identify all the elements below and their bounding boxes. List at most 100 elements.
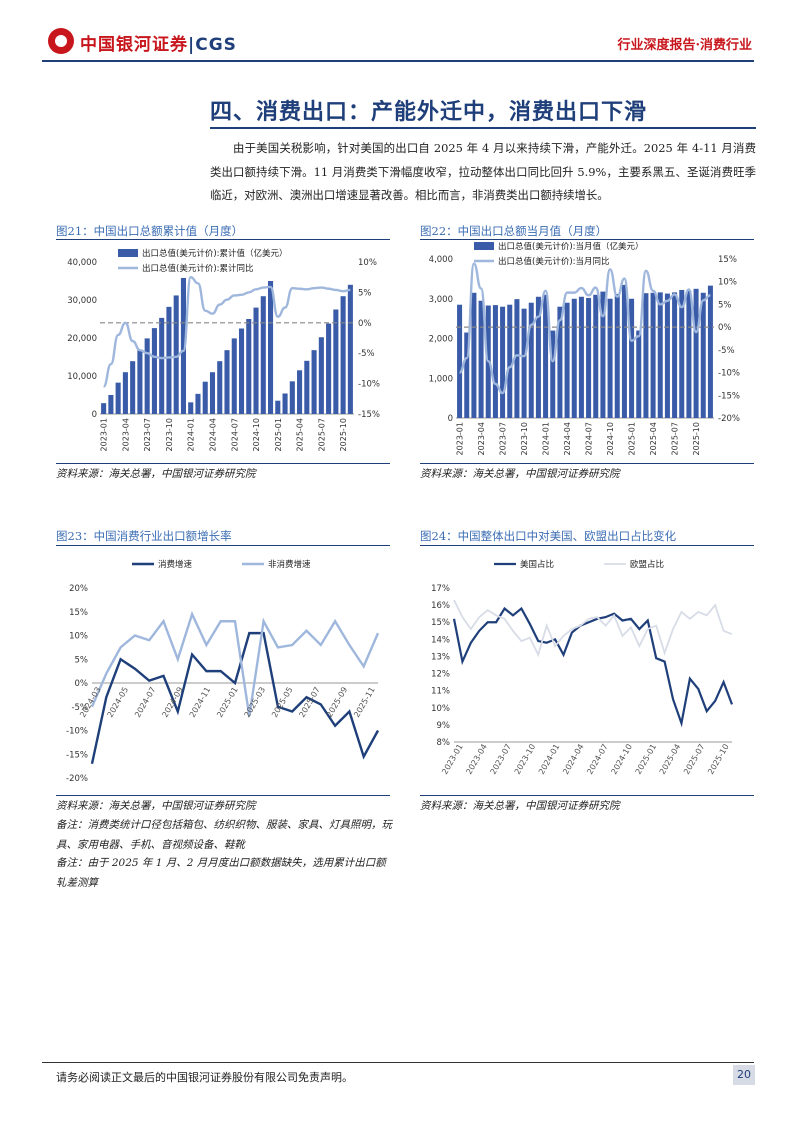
bar xyxy=(693,288,699,418)
y-right-tick-label: 0% xyxy=(718,323,732,333)
bar xyxy=(586,297,592,418)
bar xyxy=(657,292,663,418)
bar xyxy=(180,277,186,414)
y-tick-label: -5% xyxy=(71,703,88,713)
y-left-tick-label: 30,000 xyxy=(67,296,97,306)
header-divider xyxy=(42,60,754,62)
fig24-bottom-rule xyxy=(420,795,754,796)
y-left-tick-label: 3,000 xyxy=(429,295,453,305)
bar xyxy=(253,307,259,414)
x-tick-label: 2025-01 xyxy=(274,418,283,451)
y-right-tick-label: -10% xyxy=(358,380,380,390)
bar xyxy=(550,330,556,418)
bar xyxy=(478,300,484,418)
y-left-tick-label: 0 xyxy=(92,410,97,420)
y-left-tick-label: 4,000 xyxy=(429,255,453,265)
bar xyxy=(535,296,541,418)
bar xyxy=(457,304,463,418)
y-tick-label: 5% xyxy=(75,655,89,665)
bar xyxy=(115,382,121,414)
x-tick-label: 2023-10 xyxy=(165,418,174,451)
bar xyxy=(238,328,245,414)
bar xyxy=(514,299,520,418)
x-tick-label: 2024-11 xyxy=(188,686,213,719)
bar xyxy=(166,306,172,414)
x-tick-label: 2024-04 xyxy=(561,743,586,776)
bar xyxy=(333,309,339,414)
fig21-rule xyxy=(56,239,390,240)
x-tick-label: 2023-07 xyxy=(499,422,508,455)
y-tick-label: 17% xyxy=(431,584,450,594)
bar xyxy=(130,361,136,414)
fig24-source: 资料来源：海关总署，中国银河证券研究院 xyxy=(420,800,620,812)
x-tick-label: 2023-10 xyxy=(520,422,529,455)
fig23-note-2: 备注：由于 2025 年 1 月、2 月月度出口额数据缺失，选用累计出口额轧差测… xyxy=(56,857,386,889)
legend-label-2: 欧盟占比 xyxy=(630,559,664,570)
page-number: 20 xyxy=(733,1065,755,1085)
legend-label-1: 消费增速 xyxy=(158,559,193,570)
fig24-rule xyxy=(420,545,754,546)
x-tick-label: 2025-01 xyxy=(634,743,659,776)
bar xyxy=(188,402,194,414)
chart-monthly-exports: 4,000 3,000 2,000 1,000 0 15% 10% 5% 0% -5% -10% -1… xyxy=(429,242,740,455)
x-tick-label: 2023-04 xyxy=(477,422,486,455)
bar xyxy=(629,298,635,418)
x-tick-label: 2025-10 xyxy=(692,422,701,455)
y-right-tick-label: -20% xyxy=(718,414,740,424)
y-left-tick-label: 40,000 xyxy=(67,258,97,268)
bar xyxy=(571,298,577,418)
report-tag: 行业深度报告·消费行业 xyxy=(617,38,752,53)
x-tick-label: 2024-07 xyxy=(230,418,239,451)
x-tick-label: 2024-04 xyxy=(563,422,572,455)
chart-us-eu-share: 17%16%15%14%13%12%11%10%9%8%2023-01 2023-… xyxy=(431,559,734,776)
y-tick-label: -20% xyxy=(66,774,88,784)
y-tick-label: 16% xyxy=(431,601,450,611)
x-tick-label: 2024-07 xyxy=(585,422,594,455)
x-tick-label: 2024-10 xyxy=(609,743,634,776)
bar xyxy=(471,292,477,418)
y-right-tick-label: -15% xyxy=(718,391,740,401)
bar xyxy=(318,337,324,414)
y-right-tick-label: 5% xyxy=(718,300,732,310)
section-title: 四、消费出口：产能外迁中，消费出口下滑 xyxy=(210,100,648,125)
fig22-rule xyxy=(420,239,754,240)
x-tick-label: 2023-01 xyxy=(100,418,109,451)
bar xyxy=(202,381,208,414)
x-tick-label: 2025-10 xyxy=(339,418,348,451)
x-tick-label: 2025-07 xyxy=(682,743,707,776)
legend-bar-swatch xyxy=(474,242,494,250)
x-tick-label: 2025-04 xyxy=(296,418,305,451)
chart-consumer-growth: 20%15%10%5%0%-5%-10%-15%-20%2024-03 2024-… xyxy=(66,559,380,784)
bar xyxy=(521,308,527,418)
y-tick-label: 14% xyxy=(431,635,450,645)
legend-bar-swatch xyxy=(118,249,138,257)
fig22-bottom-rule xyxy=(420,463,754,464)
y-right-tick-label: -15% xyxy=(358,410,380,420)
fig22-source: 资料来源：海关总署，中国银河证券研究院 xyxy=(420,468,620,480)
bar xyxy=(246,319,252,414)
series-line-1 xyxy=(90,631,380,765)
y-tick-label: 12% xyxy=(431,670,450,680)
bar xyxy=(122,372,128,414)
bar xyxy=(636,330,642,418)
x-tick-label: 2025-07 xyxy=(317,418,326,451)
y-tick-label: 0% xyxy=(75,679,89,689)
bar xyxy=(260,296,266,414)
legend-line-label: 出口总值(美元计价):累计同比 xyxy=(142,263,254,274)
y-tick-label: 11% xyxy=(431,687,450,697)
bar xyxy=(492,305,498,418)
bar xyxy=(231,338,237,414)
x-tick-label: 2025-07 xyxy=(671,422,680,455)
bar xyxy=(600,291,606,418)
y-tick-label: 20% xyxy=(69,584,88,594)
bar xyxy=(543,294,549,418)
page-header: 中国银河证券|CGS 行业深度报告·消费行业 xyxy=(0,0,794,62)
series-line-1 xyxy=(452,606,734,728)
fig23-note-1: 备注：消费类统计口径包括箱包、纺织织物、服装、家具、灯具照明，玩具、家用电器、手… xyxy=(56,819,392,851)
bar xyxy=(224,350,230,414)
y-tick-label: 15% xyxy=(431,618,450,628)
y-right-tick-label: 0% xyxy=(358,319,372,329)
bar xyxy=(347,284,353,414)
fig23-title: 图23：中国消费行业出口额增长率 xyxy=(56,529,232,543)
growth-series-line xyxy=(102,275,351,388)
